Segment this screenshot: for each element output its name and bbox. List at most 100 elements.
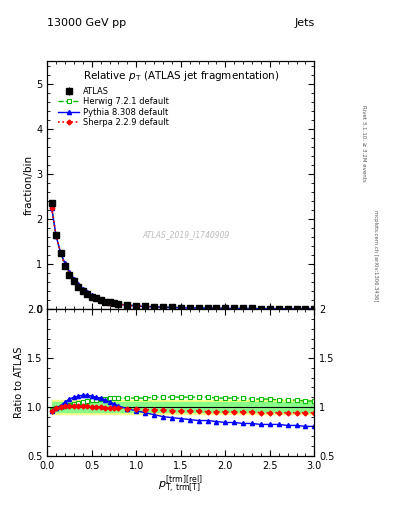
Pythia 8.308 default: [103, 298, 107, 304]
Sherpa 2.2.9 default: [72, 278, 76, 284]
Sherpa 2.2.9 default: [98, 297, 103, 303]
Sherpa 2.2.9 default: [303, 306, 308, 312]
Pythia 8.308 default: [116, 301, 121, 307]
Sherpa 2.2.9 default: [85, 291, 90, 297]
Text: 13000 GeV pp: 13000 GeV pp: [47, 18, 126, 28]
Herwig 7.2.1 default: [103, 298, 107, 304]
Herwig 7.2.1 default: [259, 306, 263, 312]
Sherpa 2.2.9 default: [76, 284, 81, 290]
Sherpa 2.2.9 default: [134, 303, 139, 309]
Sherpa 2.2.9 default: [107, 300, 112, 306]
Herwig 7.2.1 default: [134, 303, 139, 309]
Pythia 8.308 default: [58, 249, 63, 255]
Sherpa 2.2.9 default: [250, 306, 254, 312]
Herwig 7.2.1 default: [98, 296, 103, 303]
Pythia 8.308 default: [85, 289, 90, 295]
Pythia 8.308 default: [294, 306, 299, 312]
Pythia 8.308 default: [241, 306, 246, 312]
Herwig 7.2.1 default: [85, 290, 90, 296]
Sherpa 2.2.9 default: [58, 250, 63, 256]
Sherpa 2.2.9 default: [214, 305, 219, 311]
Herwig 7.2.1 default: [54, 232, 59, 239]
Herwig 7.2.1 default: [116, 301, 121, 307]
Herwig 7.2.1 default: [178, 304, 183, 310]
Sherpa 2.2.9 default: [187, 305, 192, 311]
Legend: ATLAS, Herwig 7.2.1 default, Pythia 8.308 default, Sherpa 2.2.9 default: ATLAS, Herwig 7.2.1 default, Pythia 8.30…: [55, 84, 172, 130]
Line: Pythia 8.308 default: Pythia 8.308 default: [50, 205, 316, 311]
Herwig 7.2.1 default: [214, 305, 219, 311]
Herwig 7.2.1 default: [294, 306, 299, 312]
Herwig 7.2.1 default: [169, 304, 174, 310]
Sherpa 2.2.9 default: [103, 298, 107, 305]
Sherpa 2.2.9 default: [169, 304, 174, 310]
Herwig 7.2.1 default: [268, 306, 272, 312]
Pythia 8.308 default: [259, 306, 263, 312]
Pythia 8.308 default: [169, 305, 174, 311]
Pythia 8.308 default: [303, 306, 308, 312]
Herwig 7.2.1 default: [94, 294, 99, 301]
Sherpa 2.2.9 default: [81, 288, 85, 294]
Pythia 8.308 default: [268, 306, 272, 312]
Pythia 8.308 default: [94, 294, 99, 301]
Herwig 7.2.1 default: [89, 293, 94, 299]
Herwig 7.2.1 default: [81, 287, 85, 293]
Pythia 8.308 default: [250, 306, 254, 312]
Herwig 7.2.1 default: [196, 305, 201, 311]
Pythia 8.308 default: [223, 305, 228, 311]
Pythia 8.308 default: [81, 286, 85, 292]
Sherpa 2.2.9 default: [125, 302, 130, 308]
Pythia 8.308 default: [62, 260, 67, 266]
Pythia 8.308 default: [98, 296, 103, 303]
Sherpa 2.2.9 default: [112, 301, 116, 307]
Herwig 7.2.1 default: [62, 262, 67, 268]
Herwig 7.2.1 default: [107, 299, 112, 305]
Sherpa 2.2.9 default: [285, 306, 290, 312]
Sherpa 2.2.9 default: [152, 304, 156, 310]
Sherpa 2.2.9 default: [259, 306, 263, 312]
Pythia 8.308 default: [76, 281, 81, 287]
Herwig 7.2.1 default: [223, 305, 228, 311]
Pythia 8.308 default: [196, 305, 201, 311]
Pythia 8.308 default: [143, 304, 147, 310]
Pythia 8.308 default: [89, 292, 94, 298]
Sherpa 2.2.9 default: [223, 305, 228, 311]
Text: Rivet 3.1.10, ≥ 3.2M events: Rivet 3.1.10, ≥ 3.2M events: [361, 105, 366, 182]
Sherpa 2.2.9 default: [116, 301, 121, 307]
Pythia 8.308 default: [214, 305, 219, 311]
Text: mcplots.cern.ch [arXiv:1306.3436]: mcplots.cern.ch [arXiv:1306.3436]: [373, 210, 378, 302]
Sherpa 2.2.9 default: [89, 293, 94, 300]
Herwig 7.2.1 default: [67, 271, 72, 277]
Pythia 8.308 default: [285, 306, 290, 312]
Herwig 7.2.1 default: [276, 306, 281, 312]
Sherpa 2.2.9 default: [205, 305, 210, 311]
Herwig 7.2.1 default: [72, 278, 76, 284]
Pythia 8.308 default: [152, 304, 156, 310]
Line: Sherpa 2.2.9 default: Sherpa 2.2.9 default: [50, 206, 316, 311]
Pythia 8.308 default: [134, 303, 139, 309]
Sherpa 2.2.9 default: [143, 303, 147, 309]
Sherpa 2.2.9 default: [67, 271, 72, 278]
Herwig 7.2.1 default: [49, 203, 54, 209]
Sherpa 2.2.9 default: [54, 232, 59, 239]
Herwig 7.2.1 default: [112, 300, 116, 306]
Pythia 8.308 default: [125, 302, 130, 308]
Pythia 8.308 default: [67, 269, 72, 275]
Herwig 7.2.1 default: [312, 306, 317, 312]
Sherpa 2.2.9 default: [268, 306, 272, 312]
Pythia 8.308 default: [232, 306, 237, 312]
Pythia 8.308 default: [276, 306, 281, 312]
Text: Relative $p_{\mathrm{T}}$ (ATLAS jet fragmentation): Relative $p_{\mathrm{T}}$ (ATLAS jet fra…: [83, 69, 279, 83]
Herwig 7.2.1 default: [58, 250, 63, 256]
Herwig 7.2.1 default: [250, 305, 254, 311]
Pythia 8.308 default: [178, 305, 183, 311]
Herwig 7.2.1 default: [241, 305, 246, 311]
Pythia 8.308 default: [112, 300, 116, 306]
Sherpa 2.2.9 default: [232, 305, 237, 311]
Herwig 7.2.1 default: [205, 305, 210, 311]
Pythia 8.308 default: [187, 305, 192, 311]
Herwig 7.2.1 default: [187, 305, 192, 311]
Sherpa 2.2.9 default: [161, 304, 165, 310]
X-axis label: $p_{\rm T,\,trm[T]}^{\rm [trm][rel]}$: $p_{\rm T,\,trm[T]}^{\rm [trm][rel]}$: [158, 473, 203, 495]
Herwig 7.2.1 default: [152, 304, 156, 310]
Sherpa 2.2.9 default: [241, 305, 246, 311]
